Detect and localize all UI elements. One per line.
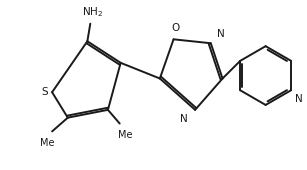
Text: N: N [295, 94, 303, 104]
Text: O: O [171, 23, 180, 33]
Text: Me: Me [40, 138, 54, 148]
Text: S: S [41, 87, 48, 97]
Text: N: N [217, 29, 224, 39]
Text: N: N [180, 114, 187, 124]
Text: Me: Me [118, 130, 133, 140]
Text: NH$_2$: NH$_2$ [82, 5, 103, 19]
